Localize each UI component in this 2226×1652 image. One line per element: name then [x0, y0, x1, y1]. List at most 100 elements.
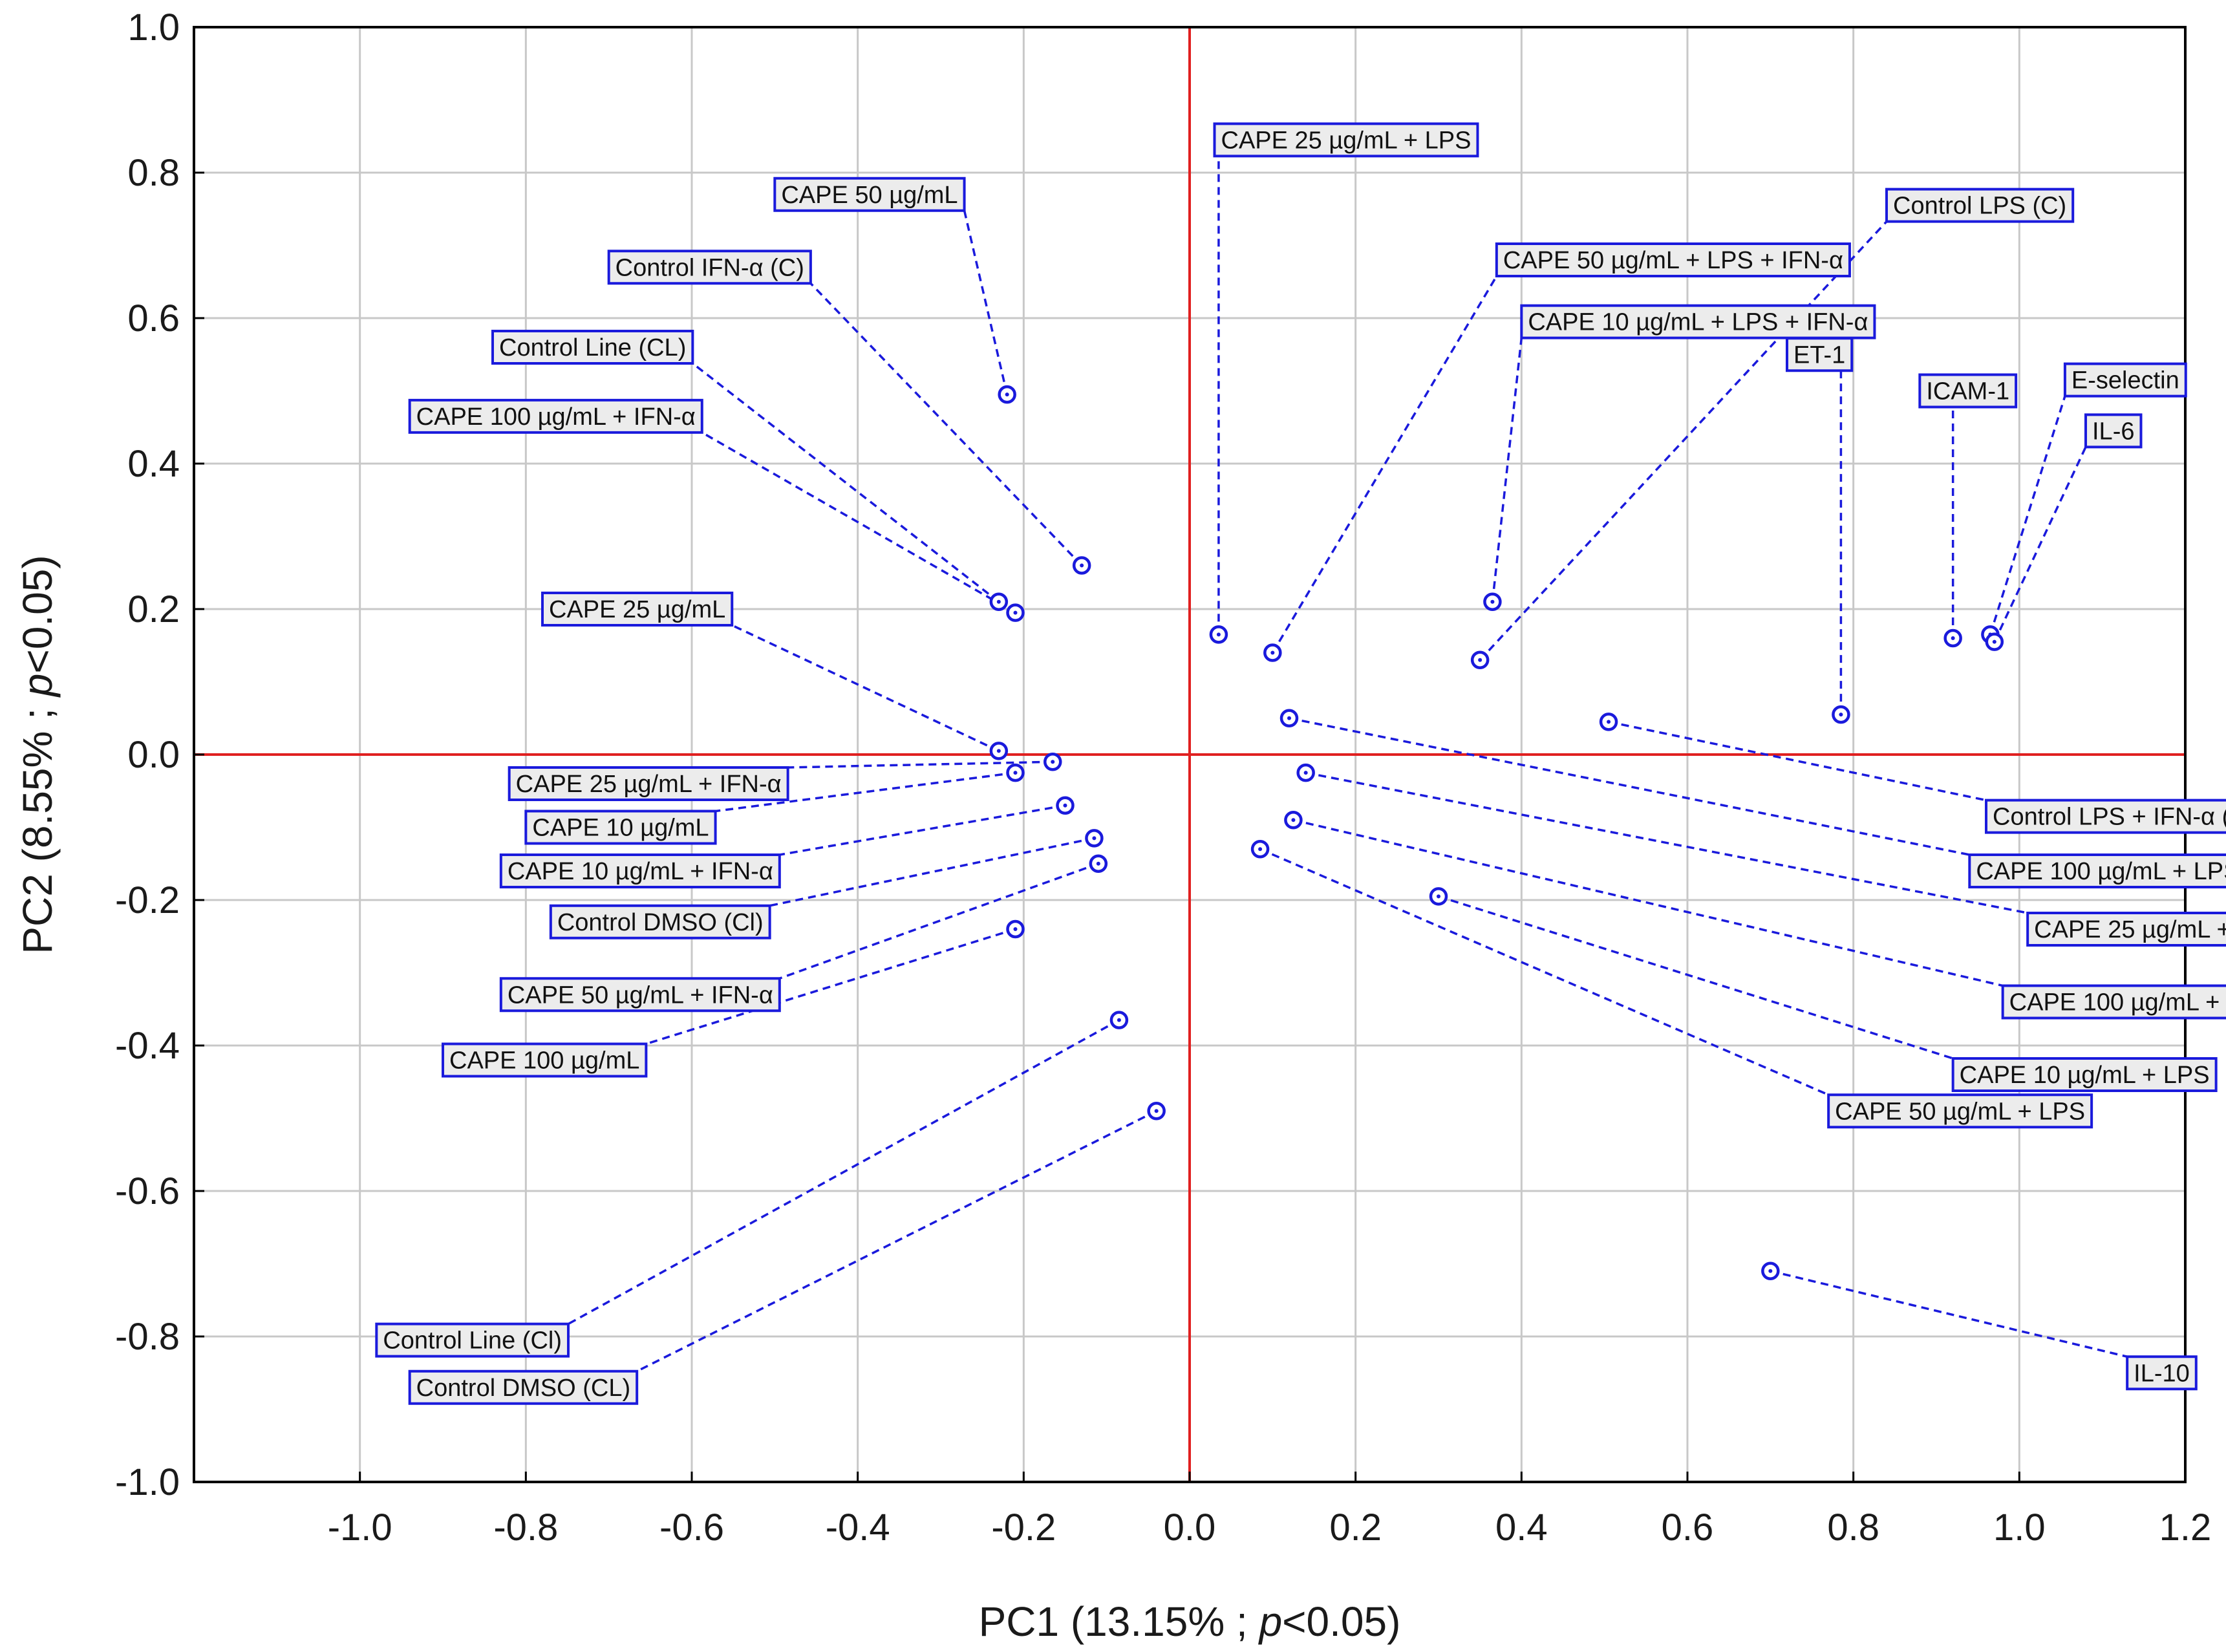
- leader-line: [1491, 338, 1523, 602]
- data-point-center: [996, 749, 1001, 753]
- data-point-center: [1092, 836, 1097, 841]
- point-label: CAPE 25 µg/mL + IFN-α: [516, 771, 782, 798]
- point-label: CAPE 25 µg/mL + LPS + IFN-α: [2034, 916, 2226, 943]
- x-tick-label: -0.8: [493, 1507, 558, 1549]
- leader-line: [779, 863, 1099, 980]
- point-label: CAPE 25 µg/mL + LPS: [1221, 127, 1472, 154]
- y-tick-label: 0.4: [127, 443, 180, 485]
- y-tick-label: 0.8: [127, 152, 180, 194]
- point-label-box: [1495, 242, 1851, 277]
- point-label-box: [1786, 337, 1854, 372]
- y-tick-label: 1.0: [127, 6, 180, 48]
- y-tick-label: 0.6: [127, 297, 180, 339]
- point-label-box: [607, 250, 812, 285]
- point-label-box: [773, 177, 966, 212]
- x-tick-label: -0.4: [826, 1507, 890, 1549]
- point-label-box: [408, 1369, 639, 1405]
- point-label: E-selectin: [2071, 367, 2179, 394]
- data-point-center: [1270, 650, 1275, 655]
- point-label: CAPE 100 µg/mL + IFN-α: [416, 403, 696, 431]
- leader-line: [963, 210, 1009, 395]
- data-point-center: [1437, 894, 1440, 899]
- x-tick-label: 0.0: [1164, 1507, 1216, 1549]
- point-label: ET-1: [1793, 341, 1845, 369]
- point-label: CAPE 100 µg/mL + LPS + IFN-α: [2009, 989, 2226, 1016]
- data-point-center: [1216, 632, 1221, 637]
- point-label-box: [524, 810, 717, 845]
- leader-lines: [568, 156, 2128, 1373]
- data-point-center: [1013, 610, 1018, 615]
- data-point-center: [1303, 771, 1308, 775]
- point-label-box: [1918, 373, 2018, 409]
- point-label: IL-10: [2134, 1360, 2190, 1387]
- point-label-box: [1951, 1057, 2218, 1092]
- y-tick-label: -0.8: [115, 1316, 180, 1358]
- leader-line: [1293, 819, 2004, 987]
- x-tick-label: -0.6: [659, 1507, 724, 1549]
- leader-line: [636, 1110, 1157, 1373]
- data-point-center: [1051, 760, 1055, 764]
- data-point-center: [1063, 803, 1067, 808]
- data-point-center: [1005, 392, 1009, 397]
- point-label: CAPE 10 µg/mL + IFN-α: [508, 858, 773, 885]
- leader-line: [809, 283, 1083, 566]
- data-point-center: [1117, 1018, 1121, 1022]
- point-labels: CAPE 50 µg/mL Control IFN-α (C) Control Li…: [375, 122, 2226, 1405]
- x-tick-label: 1.0: [1993, 1507, 2046, 1549]
- point-label-box: [499, 977, 781, 1013]
- data-point-center: [1768, 1269, 1773, 1273]
- point-markers: [989, 385, 2004, 1280]
- data-point-center: [1013, 927, 1018, 931]
- point-label-box: [499, 853, 781, 888]
- axis-ticks: -1.0 -0.8 -0.6 -0.4 -0.2 0.0 0.2 0.4 0.6 0.8 1.0 1.…: [115, 6, 2211, 1549]
- point-label-box: [1968, 853, 2226, 888]
- data-point-center: [996, 599, 1001, 604]
- point-label-box: [375, 1322, 570, 1358]
- data-point-center: [1951, 636, 1955, 640]
- y-tick-label: -0.4: [115, 1025, 180, 1067]
- data-point-center: [1080, 563, 1084, 568]
- leader-line: [701, 431, 1016, 614]
- point-label: CAPE 50 µg/mL + IFN-α: [508, 982, 773, 1009]
- data-point-center: [1839, 713, 1843, 717]
- data-point-center: [1013, 771, 1018, 775]
- point-label: CAPE 50 µg/mL: [781, 182, 958, 209]
- data-point-center: [1096, 861, 1100, 866]
- data-point-center: [1258, 847, 1263, 852]
- x-tick-label: 0.2: [1329, 1507, 1382, 1549]
- point-label-box: [2063, 362, 2187, 398]
- leader-line: [1770, 1270, 2128, 1358]
- point-label: IL-6: [2092, 418, 2134, 445]
- y-tick-label: -0.6: [115, 1170, 180, 1212]
- leader-line: [692, 362, 1000, 603]
- point-label: ICAM-1: [1926, 378, 2009, 405]
- point-label-box: [2126, 1355, 2198, 1391]
- data-point-center: [1992, 639, 1996, 644]
- leader-line: [1305, 771, 2028, 914]
- zero-axis-lines: [194, 27, 2185, 1482]
- point-label-box: [541, 592, 734, 627]
- leader-line: [787, 760, 1053, 769]
- x-tick-label: -1.0: [328, 1507, 392, 1549]
- x-tick-label: 0.8: [1827, 1507, 1879, 1549]
- leader-line: [1271, 275, 1498, 654]
- y-tick-label: 0.2: [127, 588, 180, 630]
- point-label: CAPE 10 µg/mL: [532, 815, 709, 842]
- point-label: CAPE 100 µg/mL: [449, 1047, 639, 1075]
- data-point-center: [1607, 720, 1611, 724]
- point-label: Control DMSO (CL): [416, 1375, 631, 1402]
- leader-line: [731, 624, 1000, 752]
- point-label-box: [442, 1042, 648, 1078]
- point-label: Control IFN-α (C): [615, 254, 804, 281]
- point-label-box: [1520, 304, 1876, 339]
- data-point-center: [1490, 599, 1495, 604]
- data-point-center: [1478, 658, 1482, 662]
- x-tick-label: 1.2: [2159, 1507, 2212, 1549]
- point-label: CAPE 50 µg/mL + LPS + IFN-α: [1503, 247, 1843, 274]
- data-point-center: [1154, 1109, 1159, 1113]
- data-point-center: [1287, 716, 1291, 720]
- point-label-box: [549, 904, 771, 939]
- point-label: CAPE 50 µg/mL + LPS: [1835, 1098, 2085, 1125]
- point-label-box: [2084, 413, 2143, 449]
